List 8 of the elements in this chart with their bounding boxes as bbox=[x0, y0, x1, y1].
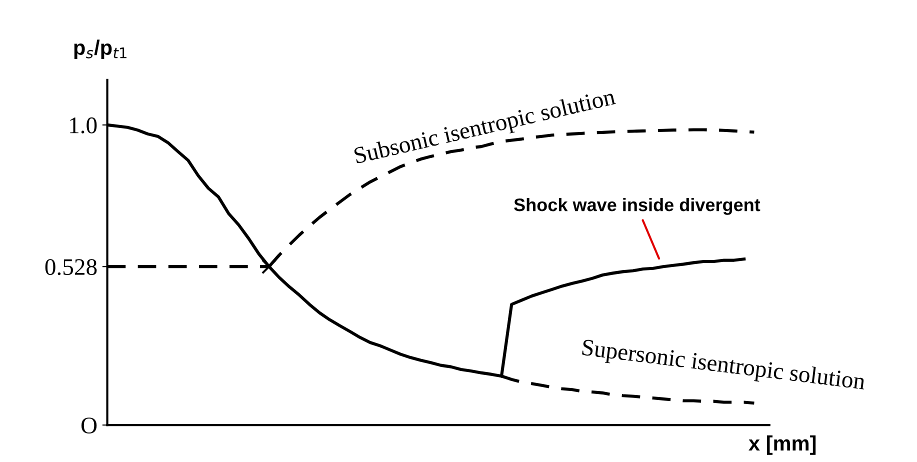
y-axis-title: p$_{s}$/p$_{t1}$ bbox=[74, 40, 126, 60]
y-tick-label: 1.0 bbox=[70, 117, 97, 134]
y-tick-label: 0.528 bbox=[45, 259, 97, 276]
annotation: Subsonic isentropic solution bbox=[353, 88, 618, 168]
y-tick-label: O bbox=[81, 418, 97, 434]
x-axis-title: x [mm] bbox=[748, 435, 816, 455]
annotation: Shock wave inside divergent bbox=[514, 198, 760, 215]
annotation: Supersonic isentropic solution bbox=[581, 338, 866, 394]
